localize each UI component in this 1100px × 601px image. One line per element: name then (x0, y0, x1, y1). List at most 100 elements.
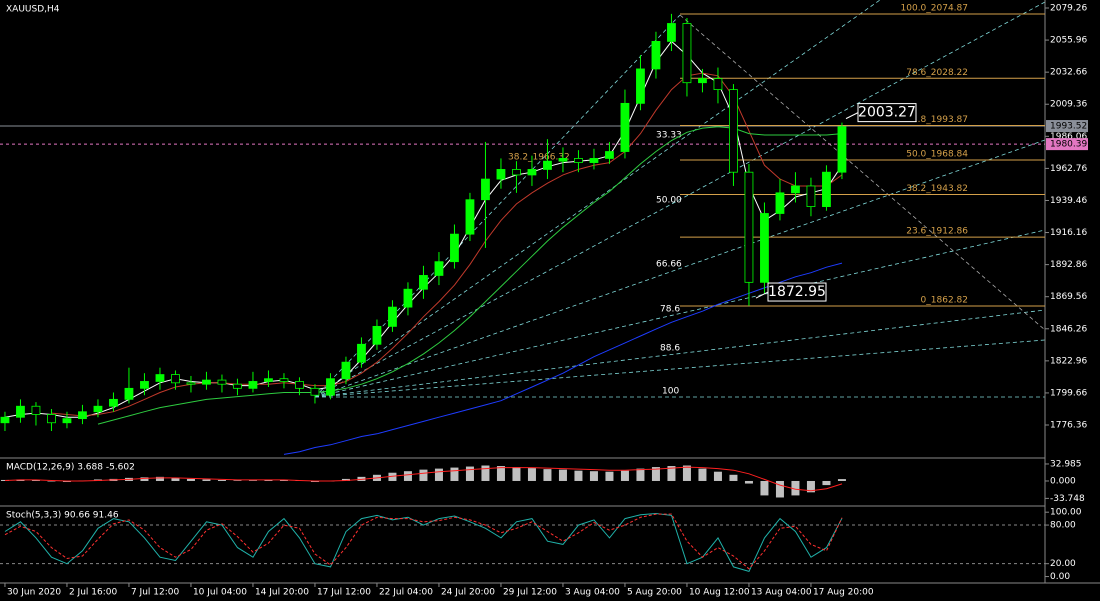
y-tick-label: 1776.36 (1050, 421, 1087, 431)
candle-body (202, 379, 211, 385)
x-tick-label: 14 Jul 20:00 (255, 588, 309, 598)
candle-body (667, 23, 676, 42)
candle-body (729, 89, 738, 173)
x-tick-label: 24 Jul 20:00 (441, 588, 495, 598)
histogram-bar (47, 480, 56, 482)
histogram-bar (698, 468, 707, 481)
histogram-bar (636, 468, 645, 481)
candle-body (155, 374, 165, 382)
y-tick-label: 1939.46 (1050, 196, 1087, 206)
histogram-bar (171, 477, 180, 481)
histogram-bar (403, 471, 412, 481)
candle-body (171, 374, 180, 384)
frame (0, 0, 1100, 584)
callout-label: 1872.95 (768, 284, 826, 300)
candle-body (372, 325, 382, 345)
histogram-bar (744, 480, 753, 484)
y-tick-label: 0.00 (1050, 572, 1070, 582)
fan-label: 100 (662, 387, 679, 397)
candle-body (47, 414, 56, 424)
y-tick-label: 1962.76 (1050, 164, 1087, 174)
x-tick-label: 13 Aug 04:00 (751, 588, 812, 598)
histogram-bar (605, 471, 614, 481)
fan-label: 88.6 (660, 344, 680, 354)
x-tick-label: 17 Jul 12:00 (317, 588, 371, 598)
y-tick-label: 1846.26 (1050, 324, 1087, 334)
y-tick-label: 20.00 (1050, 559, 1076, 569)
line-series (4, 513, 843, 570)
fan-lines (314, 0, 1046, 398)
histogram-bar (496, 466, 505, 481)
candle-body (140, 381, 149, 389)
histogram-bar (682, 465, 691, 481)
candle-body (31, 405, 41, 415)
y-tick-label: 1869.56 (1050, 292, 1087, 302)
x-tick-label: 10 Aug 12:00 (689, 588, 750, 598)
candle-body (651, 40, 661, 70)
histogram-bar (264, 479, 273, 481)
stoch-title: Stoch(5,3,3) 90.66 91.46 (6, 511, 119, 521)
candle-body (388, 306, 397, 327)
candle-body (357, 343, 366, 363)
histogram-bar (574, 470, 583, 481)
candle-body (744, 171, 754, 283)
fib-label: 38.2_1943.82 (906, 184, 968, 194)
fib-label: 100.0_2074.87 (901, 4, 968, 14)
histogram-bar (760, 480, 769, 496)
histogram-bar (512, 467, 521, 481)
candle-body (109, 398, 118, 407)
candle-body (465, 199, 475, 235)
histogram-bar (651, 467, 660, 481)
histogram-bar (0, 479, 9, 481)
candle-body (605, 151, 614, 159)
y-tick-label: 2079.26 (1050, 3, 1087, 13)
y-tick-label: 0.000 (1050, 476, 1076, 486)
histogram-bar (233, 480, 242, 481)
histogram-bar (837, 479, 846, 481)
histogram-bar (217, 479, 226, 481)
candle-body (775, 192, 785, 214)
candle-body (527, 169, 537, 176)
candle-body (326, 378, 335, 396)
fan-label: 78.6 (660, 305, 680, 315)
candle-body (791, 185, 800, 194)
candle-body (481, 178, 490, 201)
y-tick-label: 1799.66 (1050, 388, 1087, 398)
histogram-bar (620, 470, 629, 481)
x-tick-label: 29 Jul 12:00 (503, 588, 557, 598)
candle-body (589, 158, 599, 163)
price-tag-label: 1980.39 (1050, 140, 1087, 150)
y-tick-label: 1986.06 (1050, 132, 1087, 142)
price-tag-label: 1993.52 (1050, 122, 1087, 132)
candle-body (124, 387, 134, 400)
callout-pointer (845, 112, 859, 120)
candle-body (16, 405, 25, 418)
y-tick-label: 1916.16 (1050, 228, 1087, 238)
candle-body (682, 23, 692, 84)
histogram-bar (713, 471, 722, 481)
histogram-bar (419, 469, 428, 481)
histogram-bar (31, 479, 40, 481)
x-tick-label: 17 Aug 20:00 (813, 588, 874, 598)
candle-body (310, 387, 320, 396)
candle-body (186, 382, 196, 385)
histogram-bar (186, 478, 195, 481)
y-tick-label: 1892.86 (1050, 260, 1087, 270)
histogram-bar (450, 467, 459, 481)
histogram-bar (279, 479, 288, 481)
callout-box (857, 103, 917, 123)
price-tag (1046, 120, 1088, 133)
histogram-bar (465, 466, 474, 481)
histogram-bar (806, 480, 815, 493)
price-tag (1046, 138, 1088, 151)
line-series (51, 72, 843, 417)
y-tick-label: 1822.96 (1050, 356, 1087, 366)
callout-box (767, 282, 827, 302)
candle-body (248, 381, 258, 389)
candle-body (341, 361, 351, 380)
candle-body (233, 383, 242, 389)
y-tick-label: 2055.96 (1050, 36, 1087, 46)
macd-title: MACD(12,26,9) 3.688 -5.602 (6, 463, 135, 473)
histogram-bar (729, 474, 738, 481)
